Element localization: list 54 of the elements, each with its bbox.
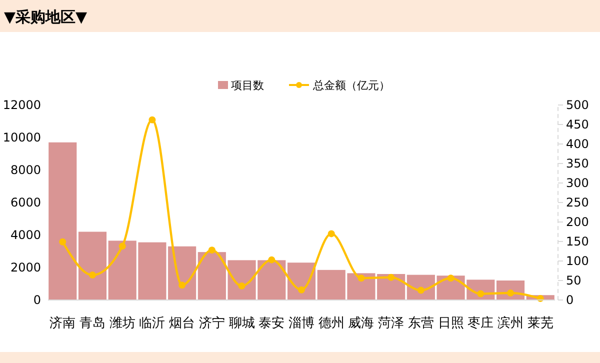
y2-tick-label: 300 [566, 176, 589, 190]
y2-tick-label: 500 [566, 98, 589, 112]
point [388, 274, 395, 281]
y2-tick-label: 200 [566, 215, 589, 230]
x-tick-label: 枣庄 [468, 316, 494, 331]
point [148, 116, 156, 124]
x-tick-label: 青岛 [79, 316, 106, 331]
x-tick-label: 东营 [408, 316, 434, 331]
x-tick-label: 济南 [50, 316, 76, 331]
y-tick-label: 8000 [10, 163, 41, 178]
y2-tick-label: 250 [566, 196, 589, 210]
x-tick-label: 威海 [348, 316, 374, 331]
y-tick-label: 2000 [10, 260, 41, 275]
chart-title: ▼采购地区▼ [4, 8, 88, 26]
y-tick-label: 6000 [10, 196, 41, 210]
point [178, 282, 186, 289]
x-tick-label: 烟台 [169, 316, 196, 331]
point [118, 242, 126, 250]
x-tick-label: 菏泽 [378, 316, 404, 331]
y2-tick-label: 0 [566, 293, 574, 308]
y2-tick-label: 450 [566, 118, 589, 132]
x-tick-label: 日照 [438, 316, 464, 331]
bar [78, 232, 107, 300]
x-tick-label: 潍坊 [109, 316, 136, 331]
point [477, 290, 484, 298]
x-tick-label: 临沂 [139, 316, 166, 331]
point [268, 256, 276, 264]
y2-tick-label: 350 [566, 156, 589, 171]
point [298, 286, 305, 294]
point [208, 246, 216, 254]
y2-tick-label: 150 [566, 234, 589, 249]
x-tick-label: 聊城 [228, 316, 255, 331]
y2-tick-label: 100 [566, 254, 589, 268]
legend-label: 项目数 [231, 78, 264, 92]
x-tick-label: 淄博 [288, 316, 314, 331]
y-tick-label: 12000 [2, 98, 41, 112]
y2-tick-label: 50 [566, 274, 582, 288]
y-tick-label: 4000 [10, 228, 41, 242]
x-tick-label: 莱芜 [527, 316, 554, 331]
bar [48, 142, 77, 300]
point [88, 272, 96, 279]
x-tick-label: 德州 [318, 316, 344, 331]
point [447, 274, 454, 282]
x-tick-label: 泰安 [258, 315, 285, 331]
y-tick-label: 0 [33, 293, 41, 308]
y2-tick-label: 400 [566, 137, 589, 152]
point [59, 238, 66, 246]
point [328, 230, 335, 238]
x-tick-label: 滨州 [498, 315, 524, 331]
point [238, 282, 246, 290]
legend-label: 总金额（亿元） [312, 78, 390, 92]
point [358, 274, 365, 282]
y-tick-label: 10000 [2, 130, 41, 145]
x-tick-label: 济宁 [198, 315, 225, 331]
